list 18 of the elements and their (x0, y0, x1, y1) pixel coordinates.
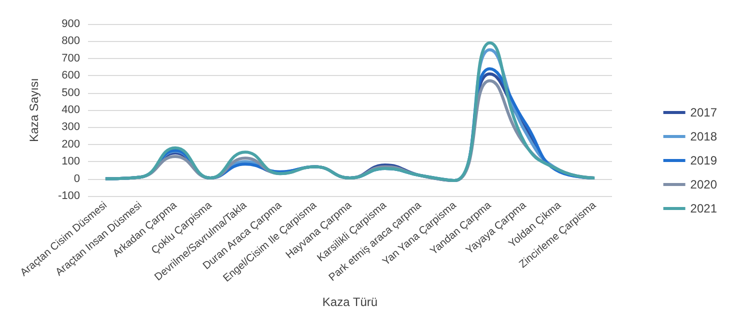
legend-label: 2020 (690, 178, 718, 192)
y-tick-label: -100 (58, 190, 80, 202)
y-tick-label: 100 (62, 156, 80, 168)
y-tick-label: 500 (62, 86, 80, 99)
y-tick-label: 200 (62, 138, 80, 150)
y-tick-label: 300 (62, 121, 80, 134)
y-axis-title: Kaza Sayısı (27, 78, 41, 142)
y-tick-label: 700 (62, 52, 80, 64)
y-tick-label: 0 (74, 172, 80, 185)
x-axis-title: Kaza Türü (322, 295, 378, 309)
y-tick-label: 800 (62, 35, 80, 48)
legend-label: 2019 (690, 154, 718, 168)
y-tick-label: 600 (62, 70, 80, 82)
legend-label: 2018 (690, 130, 718, 144)
y-tick-label: 900 (62, 18, 80, 30)
legend-label: 2021 (690, 202, 718, 216)
legend-label: 2017 (690, 106, 718, 120)
y-tick-label: 400 (62, 104, 80, 116)
